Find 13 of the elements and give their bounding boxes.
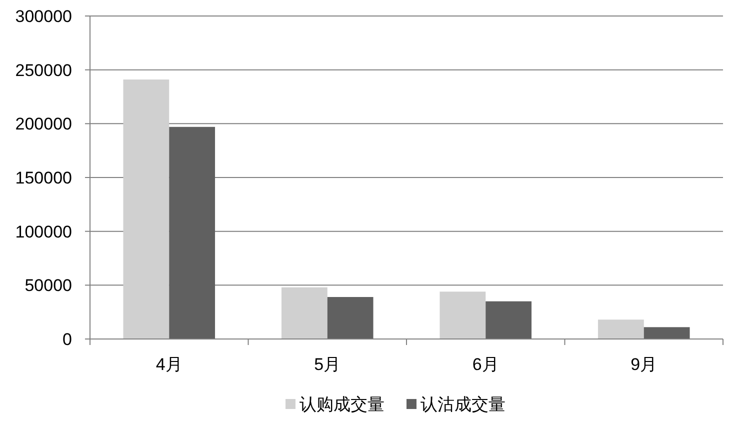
y-tick-label: 250000 [15, 60, 72, 80]
x-tick-label: 9月 [630, 355, 658, 374]
y-tick-label: 0 [62, 330, 72, 349]
x-tick-label: 5月 [314, 355, 341, 374]
x-tick-label: 4月 [156, 355, 182, 374]
x-tick-label: 6月 [472, 355, 499, 374]
y-tick-label: 300000 [15, 7, 72, 26]
legend-label: 认沽成交量 [420, 395, 506, 414]
legend-label: 认购成交量 [300, 395, 384, 414]
y-tick-label: 200000 [15, 114, 72, 134]
y-tick-label: 50000 [24, 276, 72, 296]
y-tick-label: 100000 [15, 222, 72, 242]
y-tick-label: 150000 [15, 168, 72, 188]
